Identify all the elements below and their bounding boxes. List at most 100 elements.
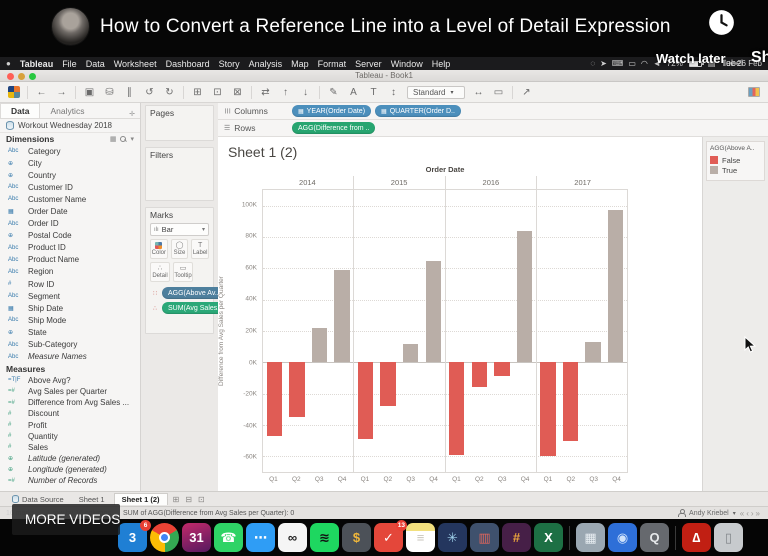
field-longitude-generated-[interactable]: ⊕ Longitude (generated)	[0, 464, 140, 475]
bar-2016-Q4[interactable]	[516, 230, 533, 363]
field-profit[interactable]: # Profit	[0, 419, 140, 430]
color-button[interactable]: Color	[150, 239, 168, 259]
dock-app-messages[interactable]: ⋯	[246, 523, 275, 552]
menu-item-tableau[interactable]: Tableau	[19, 58, 54, 69]
zoom-window-button[interactable]	[29, 73, 36, 80]
show-me-icon[interactable]	[748, 87, 760, 97]
field-product-id[interactable]: Abc Product ID	[0, 242, 140, 254]
highlight-icon[interactable]: ✎	[329, 86, 338, 98]
menu-item-dashboard[interactable]: Dashboard	[165, 58, 210, 69]
bar-2017-Q2[interactable]	[562, 362, 579, 441]
sheet-tab-sheet-1[interactable]: Sheet 1	[78, 494, 105, 504]
dock-app-photos-preview[interactable]: ▦	[576, 523, 605, 552]
bar-2017-Q1[interactable]	[540, 362, 556, 457]
share-icon[interactable]: ↗	[522, 86, 531, 98]
field-region[interactable]: Abc Region	[0, 266, 140, 278]
dock-app-tableau[interactable]: ✳	[438, 523, 467, 552]
save-icon[interactable]: ▣	[84, 86, 95, 98]
columns-pill[interactable]: ▦ YEAR(Order Date)	[292, 105, 372, 117]
window-titlebar[interactable]: Tableau - Book1	[0, 70, 768, 82]
bar-2014-Q4[interactable]	[334, 269, 350, 363]
more-videos-overlay[interactable]: MORE VIDEOS	[12, 504, 120, 535]
fix-axes-icon[interactable]: ↕	[391, 86, 396, 98]
redo-icon[interactable]: ↻	[165, 86, 174, 98]
dock-app-acrobat[interactable]: ∆	[682, 523, 711, 552]
field-sub-category[interactable]: Abc Sub-Category	[0, 339, 140, 351]
bar-2015-Q4[interactable]	[425, 260, 441, 363]
field-order-id[interactable]: Abc Order ID	[0, 218, 140, 230]
color-legend-card[interactable]: AGG(Above A.. False True	[706, 141, 765, 181]
text-label-icon[interactable]: T	[370, 86, 377, 98]
menu-item-data[interactable]: Data	[85, 58, 105, 69]
new-worksheet-icon[interactable]: ⊞	[193, 86, 202, 98]
field-row-id[interactable]: # Row ID	[0, 278, 140, 290]
field-sales[interactable]: # Sales	[0, 442, 140, 453]
menu-item-story[interactable]: Story	[218, 58, 240, 69]
dock-app-calendar-chart-31[interactable]: 31	[182, 523, 211, 552]
spotlight-circle-icon[interactable]: ◌	[590, 59, 596, 68]
field-state[interactable]: ⊕ State	[0, 326, 140, 338]
dock-app-nordvpn[interactable]: ◉	[608, 523, 637, 552]
columns-shelf[interactable]: ☰ Columns ▦ YEAR(Order Date) ▦ QUARTER(Orde…	[218, 103, 768, 120]
dock-app-cash-app[interactable]: $	[342, 523, 371, 552]
sheet-pager-icons[interactable]: «‹›»	[739, 508, 762, 518]
legend-item-true[interactable]: True	[710, 165, 761, 175]
pane-pin-icon[interactable]: ✛	[129, 111, 135, 118]
back-icon[interactable]: ←	[36, 86, 47, 98]
dock-app-whatsapp[interactable]: ☎	[214, 523, 243, 552]
menubar-date[interactable]: Tue 26 Feb	[721, 59, 762, 68]
keyboard-icon[interactable]: ⌨	[611, 59, 624, 68]
size-button[interactable]: ◯ Size	[170, 239, 189, 259]
volume-icon[interactable]: ◄	[652, 59, 661, 68]
airplay-icon[interactable]: ▭	[628, 59, 636, 68]
sort-descending-icon[interactable]: ↓	[303, 86, 308, 98]
channel-avatar[interactable]	[51, 7, 90, 46]
bar-2017-Q4[interactable]	[608, 210, 624, 363]
field-latitude-generated-[interactable]: ⊕ Latitude (generated)	[0, 453, 140, 464]
field-difference-from-avg-sales-[interactable]: =# Difference from Avg Sales ...	[0, 397, 140, 408]
dock-app-slack[interactable]: #	[502, 523, 531, 552]
dock-app-todoist[interactable]: ✓ 13	[374, 520, 407, 552]
mark-type-select[interactable]: ılı Bar ▾	[150, 223, 209, 236]
share-partial-label[interactable]: Sh	[751, 49, 768, 66]
dock-app-trash[interactable]: ▯	[714, 523, 743, 552]
menu-item-help[interactable]: Help	[431, 58, 451, 69]
field-measure-names[interactable]: Abc Measure Names	[0, 351, 140, 363]
dock-app-spotify[interactable]: ≋	[310, 523, 339, 552]
sort-ascending-icon[interactable]: ↑	[283, 86, 288, 98]
field-discount[interactable]: # Discount	[0, 408, 140, 419]
pane-menu-icon[interactable]: ▾	[130, 136, 134, 143]
undo-icon[interactable]: ↺	[145, 86, 154, 98]
field-postal-code[interactable]: ⊕ Postal Code	[0, 230, 140, 242]
field-city[interactable]: ⊕ City	[0, 157, 140, 169]
bar-2016-Q3[interactable]	[494, 362, 510, 377]
menu-item-worksheet[interactable]: Worksheet	[113, 58, 157, 69]
bar-2014-Q3[interactable]	[311, 327, 328, 363]
pages-card[interactable]: Pages	[145, 105, 214, 141]
bar-2015-Q1[interactable]	[357, 362, 374, 440]
menu-item-file[interactable]: File	[62, 58, 77, 69]
new-story-icon[interactable]: ⊡	[197, 494, 205, 504]
find-field-icon[interactable]	[120, 136, 127, 142]
field-number-of-records[interactable]: =# Number of Records	[0, 475, 140, 486]
dock-app-notes[interactable]: ≡	[406, 523, 435, 552]
dock-app-coda[interactable]: ∞	[278, 523, 307, 552]
menu-item-window[interactable]: Window	[390, 58, 423, 69]
add-datasource-icon[interactable]: ⛁	[105, 86, 114, 98]
pause-updates-icon[interactable]: ∥	[127, 86, 132, 98]
apple-menu-icon[interactable]: ●	[6, 59, 11, 68]
field-quantity[interactable]: # Quantity	[0, 431, 140, 442]
y-axis[interactable]: 100K 80K 60K 40K 20K 0K -20K -40K -60K	[226, 189, 260, 473]
dock-app-chrome[interactable]	[150, 523, 179, 552]
menu-item-server[interactable]: Server	[355, 58, 382, 69]
swap-axes-icon[interactable]: ⇄	[261, 86, 270, 98]
duplicate-sheet-icon[interactable]: ⊡	[213, 86, 222, 98]
user-menu-chevron-icon[interactable]: ▾	[732, 510, 736, 517]
bar-2015-Q3[interactable]	[402, 343, 419, 363]
filters-card[interactable]: Filters	[145, 147, 214, 201]
bar-2017-Q3[interactable]	[585, 341, 601, 363]
marks-pill[interactable]: AGG(Above Av..	[162, 287, 225, 299]
field-product-name[interactable]: Abc Product Name	[0, 254, 140, 266]
tab-analytics[interactable]: Analytics	[50, 106, 85, 116]
view-mode-select[interactable]: Standard ▾	[407, 85, 465, 99]
